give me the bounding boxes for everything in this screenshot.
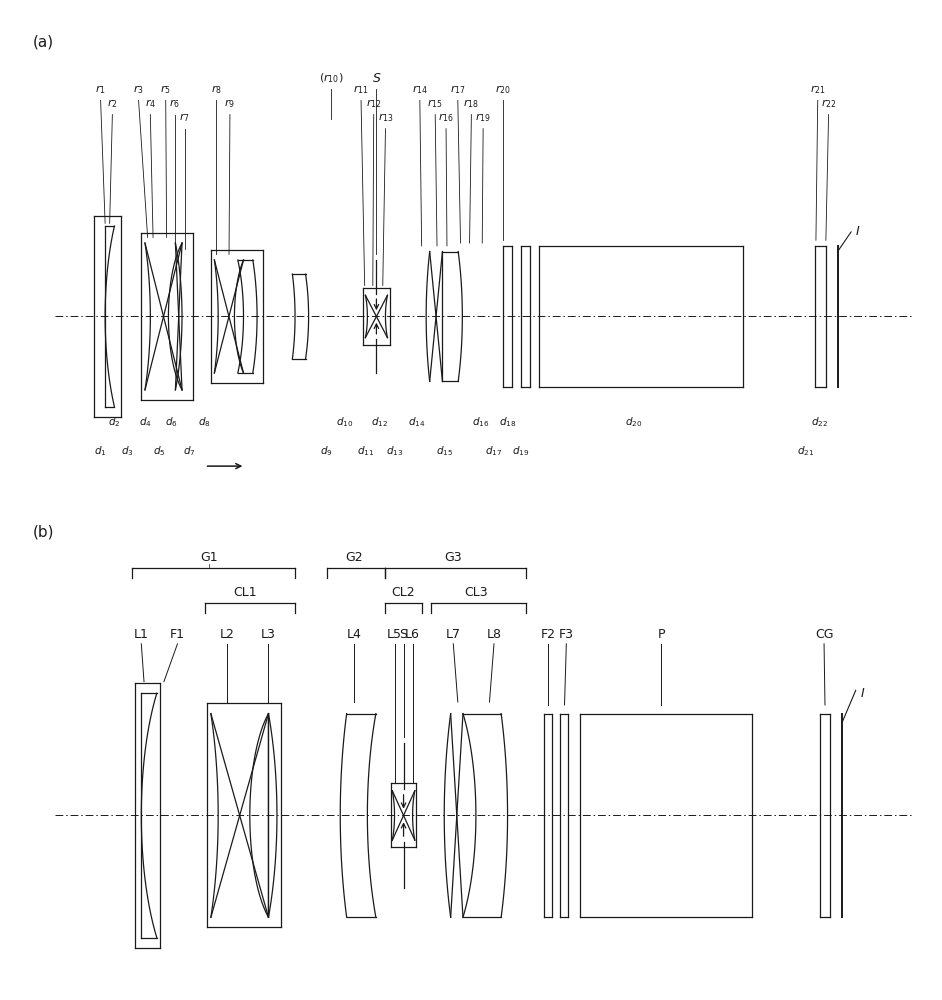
Text: $d_{17}$: $d_{17}$ [485,444,503,458]
Text: $r_{3}$: $r_{3}$ [133,83,144,96]
Text: L4: L4 [347,628,361,641]
Text: L1: L1 [134,628,149,641]
Text: I: I [860,687,864,700]
Text: (b): (b) [33,525,55,540]
Text: L5: L5 [387,628,402,641]
Text: L6: L6 [405,628,420,641]
Text: $d_{14}$: $d_{14}$ [409,416,426,429]
Text: $r_{14}$: $r_{14}$ [412,83,428,96]
Text: $d_{3}$: $d_{3}$ [122,444,134,458]
Text: $d_{13}$: $d_{13}$ [386,444,403,458]
Text: S: S [399,628,408,641]
Text: F1: F1 [170,628,185,641]
Text: G2: G2 [345,551,363,564]
Text: $r_{9}$: $r_{9}$ [224,98,236,110]
Text: F2: F2 [541,628,556,641]
Text: $r_{1}$: $r_{1}$ [95,83,106,96]
Text: $d_{18}$: $d_{18}$ [499,416,516,429]
Text: $d_{12}$: $d_{12}$ [370,416,388,429]
Text: S: S [372,72,381,85]
Text: $d_{21}$: $d_{21}$ [797,444,815,458]
Text: $d_{4}$: $d_{4}$ [139,416,153,429]
Text: $r_{13}$: $r_{13}$ [378,112,394,124]
Text: $r_{8}$: $r_{8}$ [211,83,221,96]
Text: L7: L7 [446,628,461,641]
Text: $d_{19}$: $d_{19}$ [512,444,529,458]
Text: $r_{12}$: $r_{12}$ [365,98,382,110]
Text: L8: L8 [486,628,501,641]
Text: $d_{10}$: $d_{10}$ [336,416,353,429]
Text: $d_{8}$: $d_{8}$ [198,416,211,429]
Text: P: P [658,628,665,641]
Text: $d_{9}$: $d_{9}$ [320,444,333,458]
Text: $d_{5}$: $d_{5}$ [154,444,166,458]
Text: $r_{19}$: $r_{19}$ [475,112,491,124]
Text: $d_{16}$: $d_{16}$ [472,416,489,429]
Text: $r_{16}$: $r_{16}$ [438,112,454,124]
Text: $d_{1}$: $d_{1}$ [94,444,106,458]
Text: G1: G1 [201,551,218,564]
Text: $d_{11}$: $d_{11}$ [357,444,374,458]
Text: CL3: CL3 [464,586,488,599]
Text: I: I [855,225,859,238]
Text: $r_{18}$: $r_{18}$ [463,98,479,110]
Text: $d_{7}$: $d_{7}$ [183,444,196,458]
Text: $d_{6}$: $d_{6}$ [165,416,177,429]
Text: CL2: CL2 [392,586,415,599]
Text: CG: CG [815,628,834,641]
Text: $d_{20}$: $d_{20}$ [625,416,642,429]
Text: $d_{15}$: $d_{15}$ [436,444,453,458]
Text: $r_{4}$: $r_{4}$ [145,98,156,110]
Text: F3: F3 [559,628,574,641]
Text: $r_{17}$: $r_{17}$ [450,83,465,96]
Text: $(r_{10})$: $(r_{10})$ [319,71,344,85]
Text: (a): (a) [33,34,54,49]
Text: $r_{6}$: $r_{6}$ [170,98,180,110]
Text: L2: L2 [219,628,235,641]
Text: $r_{20}$: $r_{20}$ [495,83,511,96]
Text: $d_{2}$: $d_{2}$ [108,416,121,429]
Text: $r_{21}$: $r_{21}$ [810,83,825,96]
Text: L3: L3 [261,628,275,641]
Text: G3: G3 [445,551,463,564]
Text: $r_{22}$: $r_{22}$ [820,98,836,110]
Text: $r_{2}$: $r_{2}$ [107,98,118,110]
Text: CL1: CL1 [234,586,257,599]
Text: $r_{15}$: $r_{15}$ [428,98,443,110]
Text: $r_{7}$: $r_{7}$ [179,112,190,124]
Text: $r_{5}$: $r_{5}$ [160,83,171,96]
Text: $d_{22}$: $d_{22}$ [811,416,828,429]
Text: $r_{11}$: $r_{11}$ [353,83,369,96]
